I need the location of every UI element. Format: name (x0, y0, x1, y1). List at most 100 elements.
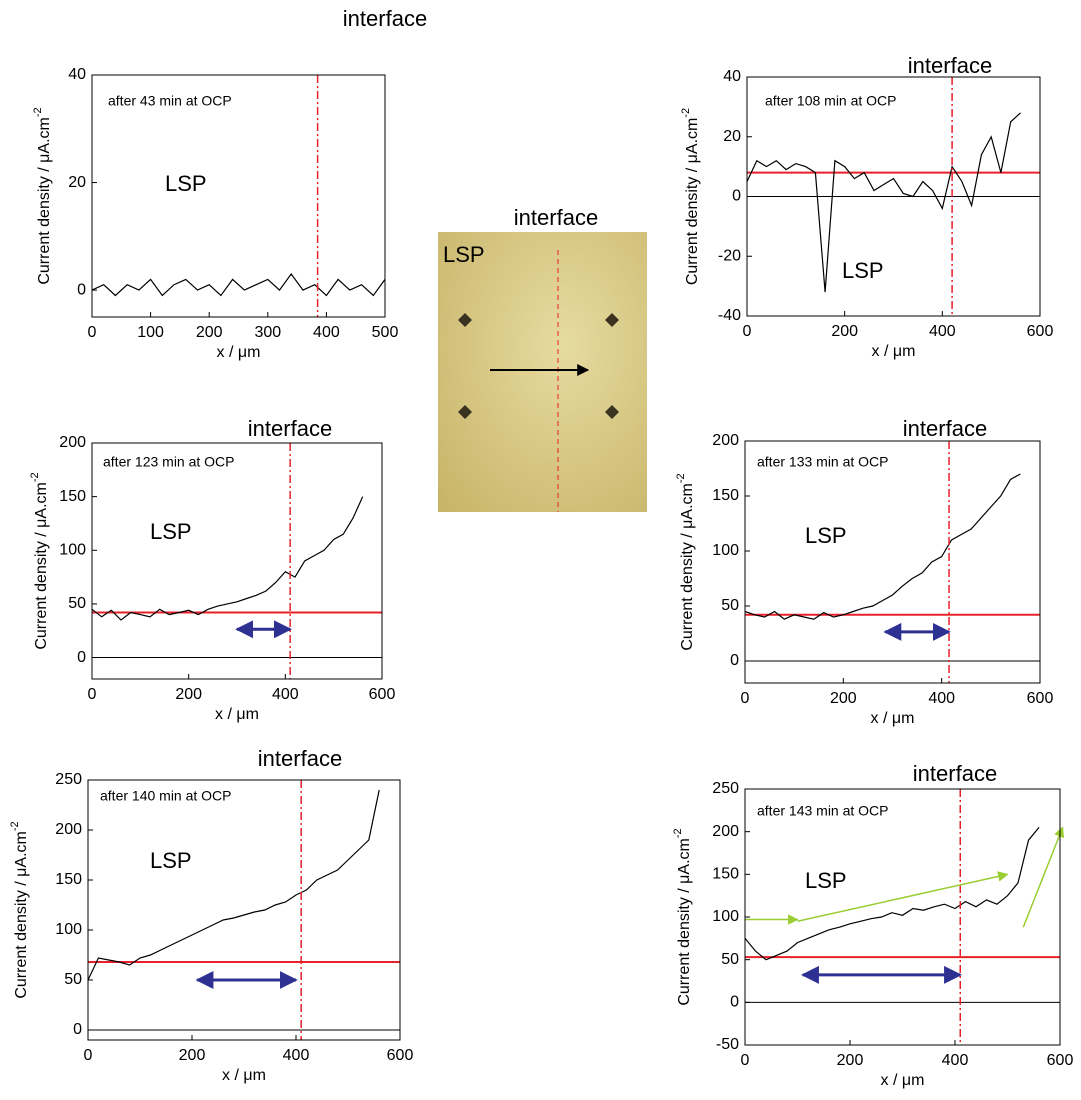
y-tick-label: 100 (55, 921, 82, 938)
interface-label: interface (913, 761, 997, 786)
y-axis-label-sup: -2 (32, 107, 44, 117)
y-axis-label-main: Current density / μA.cm (679, 483, 696, 651)
x-tick-label: 600 (387, 1047, 414, 1064)
y-tick-label: -20 (718, 247, 741, 264)
data-line (744, 827, 1040, 961)
data-line (91, 272, 386, 297)
region-label: LSP (165, 171, 207, 196)
y-tick-label: 50 (721, 597, 739, 614)
plot-frame (91, 442, 383, 680)
x-axis-label: x / μm (881, 1072, 925, 1089)
region-label: LSP (150, 519, 192, 544)
y-axis-label-main: Current density / μA.cm (33, 482, 50, 650)
x-tick-label: 400 (313, 324, 340, 341)
annotation: after 123 min at OCP (103, 454, 235, 470)
interface-label: interface (258, 746, 342, 771)
x-tick-label: 300 (254, 324, 281, 341)
y-tick-label: 250 (712, 780, 739, 797)
y-tick-label: 100 (59, 541, 86, 558)
y-axis-label: Current density / μA.cm-2 (29, 472, 50, 649)
y-tick-label: 150 (59, 488, 86, 505)
x-tick-label: 600 (1027, 690, 1054, 707)
region-label: LSP (842, 258, 884, 283)
y-axis-label: Current density / μA.cm-2 (672, 828, 693, 1005)
x-tick-label: 200 (831, 323, 858, 340)
x-tick-label: 200 (196, 324, 223, 341)
x-tick-label: 0 (88, 686, 97, 703)
plot-frame (87, 779, 401, 1041)
y-tick-label: 200 (712, 823, 739, 840)
photo (438, 232, 647, 512)
plot-frame (91, 74, 386, 318)
annotation: after 140 min at OCP (100, 788, 232, 804)
interface-label: interface (908, 53, 992, 78)
x-tick-label: 400 (942, 1052, 969, 1069)
y-tick-label: 250 (55, 771, 82, 788)
x-tick-label: 600 (1047, 1052, 1074, 1069)
interface-label: interface (903, 416, 987, 441)
x-tick-label: 0 (743, 323, 752, 340)
x-axis-label: x / μm (872, 343, 916, 360)
region-label: LSP (805, 523, 847, 548)
y-tick-label: 200 (712, 432, 739, 449)
annotation: after 133 min at OCP (757, 454, 889, 470)
plot-frame (746, 76, 1041, 317)
y-axis-label-sup: -2 (672, 828, 684, 838)
y-tick-label: 40 (68, 66, 86, 83)
data-line (744, 473, 1021, 620)
x-tick-label: 200 (830, 690, 857, 707)
y-axis-label-sup: -2 (9, 821, 21, 831)
plot-frame (744, 440, 1041, 684)
x-tick-label: 200 (179, 1047, 206, 1064)
interface-label: interface (343, 6, 427, 31)
panel: 0 50 100 150 200 0 200 400 600 x / μm Current dens… (29, 416, 396, 723)
y-axis-label: Current density / μA.cm-2 (680, 108, 701, 285)
x-tick-label: 600 (1027, 323, 1054, 340)
y-axis-label-sup: -2 (675, 473, 687, 483)
data-line (91, 496, 364, 621)
region-label: LSP (805, 868, 847, 893)
y-tick-label: 0 (732, 188, 741, 205)
y-tick-label: -50 (716, 1036, 739, 1053)
y-axis-label-main: Current density / μA.cm (13, 831, 30, 999)
x-tick-label: 400 (272, 686, 299, 703)
y-axis-label-sup: -2 (680, 108, 692, 118)
y-tick-label: 100 (712, 542, 739, 559)
y-tick-label: 20 (68, 174, 86, 191)
y-tick-label: 0 (77, 281, 86, 298)
data-line (746, 112, 1021, 293)
y-tick-label: 100 (712, 908, 739, 925)
x-tick-label: 400 (283, 1047, 310, 1064)
photo-interface-label: interface (514, 205, 598, 230)
x-tick-label: 100 (137, 324, 164, 341)
x-tick-label: 600 (369, 686, 396, 703)
x-tick-label: 500 (372, 324, 399, 341)
y-axis-label-main: Current density / μA.cm (676, 838, 693, 1006)
micrograph: LSP interface (438, 205, 647, 512)
y-tick-label: 0 (73, 1021, 82, 1038)
x-tick-label: 0 (84, 1047, 93, 1064)
y-tick-label: -40 (718, 307, 741, 324)
plot-frame (744, 788, 1061, 1046)
y-tick-label: 50 (68, 595, 86, 612)
y-axis-label-sup: -2 (29, 472, 41, 482)
x-tick-label: 400 (929, 323, 956, 340)
trend-arrow (797, 871, 1009, 922)
y-tick-label: 0 (77, 649, 86, 666)
x-tick-label: 0 (88, 324, 97, 341)
y-tick-label: 40 (723, 68, 741, 85)
y-tick-label: 150 (55, 871, 82, 888)
y-axis-label-main: Current density / μA.cm (36, 117, 53, 285)
y-tick-label: 0 (730, 994, 739, 1011)
y-tick-label: 150 (712, 487, 739, 504)
y-tick-label: 150 (712, 866, 739, 883)
x-axis-label: x / μm (871, 710, 915, 727)
panel: 0 50 100 150 200 0 200 400 600 x / μm Current dens… (675, 416, 1054, 727)
y-axis-label: Current density / μA.cm-2 (9, 821, 30, 998)
x-tick-label: 200 (175, 686, 202, 703)
y-axis-label: Current density / μA.cm-2 (32, 107, 53, 284)
y-axis-label-main: Current density / μA.cm (684, 118, 701, 286)
data-line (87, 789, 380, 981)
y-tick-label: 200 (55, 821, 82, 838)
